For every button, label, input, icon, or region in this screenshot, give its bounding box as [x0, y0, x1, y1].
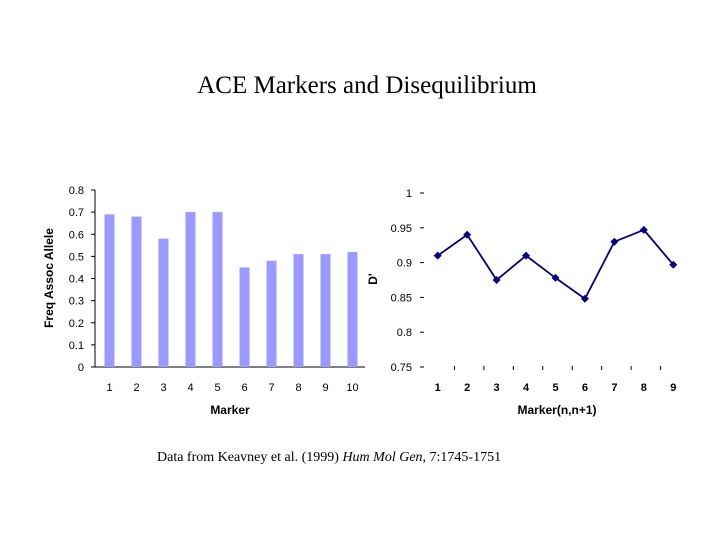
bar-x-axis-title: Marker — [210, 403, 250, 417]
bar-chart: 0 0.1 0.2 0.3 0.4 0.5 0.6 0.7 0.8 1 2 3 4 5 6 7 8 9 10 Mark… — [42, 185, 365, 417]
line-x-tick-label: 2 — [464, 382, 470, 394]
bar-x-tick-label: 1 — [106, 382, 112, 394]
slide-title: ACE Markers and Disequilibrium — [197, 72, 537, 99]
line-point — [669, 260, 678, 269]
bar — [185, 212, 196, 367]
bar-y-tick-label: 0.6 — [69, 229, 84, 241]
bar — [212, 212, 223, 367]
line-chart: 0.75 0.8 0.85 0.9 0.95 1 1 2 3 4 5 6 7 8 9 Marker(n,n+1… — [366, 188, 678, 417]
line-y-tick-label: 1 — [406, 188, 412, 200]
bar-x-tick-label: 6 — [241, 382, 247, 394]
line-x-tick-label: 4 — [523, 382, 530, 394]
bar — [320, 254, 331, 367]
line-y-axis-title: D' — [366, 273, 380, 285]
caption: Data from Keavney et al. (1999) Hum Mol … — [157, 450, 657, 466]
bar-x-tick-label: 4 — [187, 382, 193, 394]
bar — [104, 214, 115, 367]
line-x-tick-label: 7 — [611, 382, 617, 394]
bar-x-tick-label: 2 — [133, 382, 139, 394]
bar — [347, 251, 358, 367]
line-point — [433, 251, 442, 260]
caption-prefix: Data from Keavney et al. (1999) — [157, 450, 343, 465]
line-y-tick-label: 0.75 — [391, 362, 412, 374]
caption-suffix: , 7:1745-1751 — [422, 450, 502, 465]
line-x-tick-label: 1 — [435, 382, 441, 394]
line-x-tick-label: 8 — [641, 382, 647, 394]
bar-y-tick-label: 0.7 — [69, 207, 84, 219]
line-y-tick-label: 0.85 — [391, 292, 412, 304]
line-y-tick-label: 0.8 — [397, 327, 412, 339]
bar-x-tick-label: 10 — [346, 382, 358, 394]
line-x-tick-label: 3 — [494, 382, 500, 394]
bar-y-tick-label: 0.3 — [69, 296, 84, 308]
line-series — [437, 228, 674, 301]
bar — [266, 260, 277, 367]
line-y-tick-label: 0.95 — [391, 223, 412, 235]
caption-journal: Hum Mol Gen — [342, 450, 423, 465]
line-x-tick-label: 9 — [670, 382, 676, 394]
bar-x-tick-label: 5 — [214, 382, 220, 394]
bar — [131, 216, 142, 367]
bar-x-tick-label: 9 — [322, 382, 328, 394]
bar — [239, 267, 250, 367]
line-point — [551, 273, 560, 282]
bar-y-tick-label: 0.5 — [69, 251, 84, 263]
line-point — [522, 251, 531, 260]
bar-y-axis-title: Freq Assoc Allele — [42, 228, 56, 328]
line-x-tick-label: 5 — [552, 382, 558, 394]
line-point — [492, 276, 501, 284]
line-x-axis-title: Marker(n,n+1) — [517, 403, 596, 417]
bar-x-tick-label: 7 — [268, 382, 274, 394]
bar-y-tick-label: 0.8 — [69, 185, 84, 197]
bar — [158, 238, 169, 367]
line-y-tick-label: 0.9 — [397, 258, 412, 270]
line-point — [580, 294, 589, 303]
bar-x-tick-label: 8 — [295, 382, 301, 394]
line-point — [610, 237, 619, 246]
bar-y-tick-label: 0.1 — [69, 340, 84, 352]
bar-y-tick-label: 0.2 — [69, 318, 84, 330]
line-x-tick-label: 6 — [582, 382, 588, 394]
bar-y-tick-label: 0.4 — [69, 274, 84, 286]
line-point — [463, 230, 472, 239]
bar-x-tick-label: 3 — [160, 382, 166, 394]
bar — [293, 254, 304, 367]
bar-y-tick-label: 0 — [78, 362, 84, 374]
line-point — [639, 225, 648, 234]
